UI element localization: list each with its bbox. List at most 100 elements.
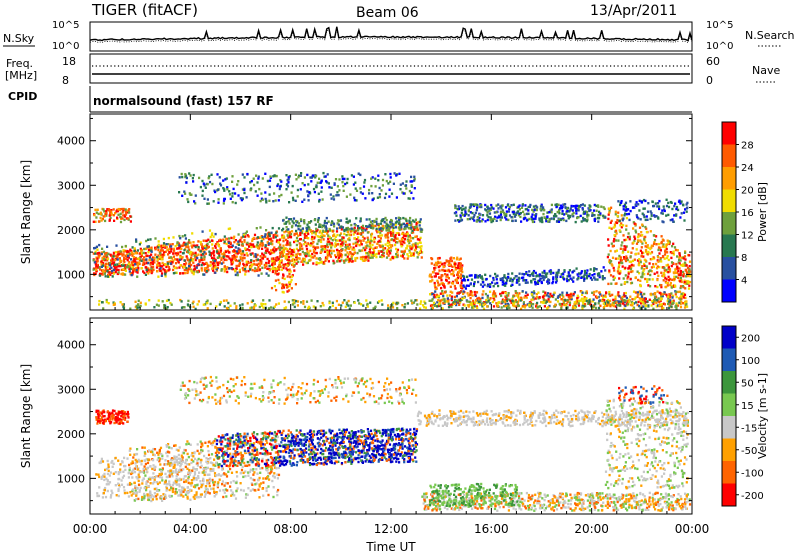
scatter-cell [414, 247, 418, 250]
scatter-cell [197, 248, 200, 251]
scatter-cell [620, 259, 623, 262]
scatter-cell [189, 241, 192, 244]
scatter-cell [501, 283, 504, 286]
scatter-cell [192, 252, 195, 255]
scatter-cell [244, 267, 247, 271]
scatter-cell [371, 198, 374, 201]
scatter-cell [184, 234, 187, 237]
scatter-cell [434, 295, 437, 299]
scatter-cell [667, 201, 670, 205]
scatter-cell [660, 260, 663, 263]
scatter-cell [185, 268, 188, 272]
scatter-cell [670, 264, 673, 268]
scatter-cell [458, 264, 462, 267]
scatter-cell [515, 281, 518, 284]
scatter-cell [474, 301, 477, 304]
scatter-cell [605, 302, 608, 305]
scatter-cell [530, 279, 533, 283]
scatter-cell [178, 234, 181, 238]
scatter-cell [316, 242, 319, 246]
scatter-cell [538, 275, 541, 278]
scatter-cell [434, 266, 437, 269]
scatter-cell [341, 244, 344, 247]
scatter-cell [449, 263, 452, 266]
scatter-cell [490, 203, 493, 207]
scatter-cell [174, 252, 178, 255]
scatter-cell [485, 209, 488, 212]
scatter-cell [101, 270, 104, 273]
scatter-cell [212, 269, 215, 272]
scatter-cell [534, 282, 537, 286]
scatter-cell [563, 303, 566, 307]
scatter-cell [131, 252, 134, 256]
scatter-cell [595, 204, 598, 208]
scatter-cell [285, 174, 288, 177]
scatter-cell [173, 258, 176, 261]
scatter-cell [382, 252, 385, 255]
scatter-cell [415, 221, 418, 225]
scatter-cell [680, 300, 683, 303]
scatter-cell [614, 213, 617, 216]
freq-right-tick-bottom: 0 [706, 74, 713, 87]
scatter-cell [280, 180, 283, 183]
scatter-cell [461, 264, 464, 267]
scatter-cell [457, 219, 460, 222]
scatter-cell [640, 291, 643, 294]
scatter-cell [540, 301, 543, 304]
scatter-cell [240, 236, 243, 239]
scatter-cell [336, 191, 339, 194]
scatter-cell [215, 268, 218, 271]
scatter-cell [160, 244, 163, 247]
scatter-cell [410, 227, 413, 231]
scatter-cell [413, 249, 416, 252]
scatter-cell [377, 222, 380, 226]
scatter-cell [564, 206, 567, 209]
scatter-cell [316, 220, 320, 223]
scatter-cell [103, 272, 106, 275]
scatter-cell [314, 223, 317, 226]
scatter-cell [271, 270, 274, 274]
scatter-cell [656, 259, 659, 262]
scatter-cell [469, 203, 472, 206]
scatter-cell [144, 266, 147, 269]
scatter-cell [290, 230, 294, 233]
scatter-cell [336, 227, 339, 230]
noise-right-tick-bottom: 10^0 [706, 41, 733, 52]
scatter-cell [264, 255, 267, 258]
scatter-cell [394, 223, 397, 227]
scatter-cell [264, 303, 267, 306]
scatter-cell [665, 247, 668, 251]
scatter-cell [297, 225, 300, 228]
scatter-cell [388, 243, 391, 247]
scatter-cell [290, 255, 293, 258]
scatter-cell [241, 256, 245, 259]
scatter-cell [387, 254, 390, 257]
scatter-cell [453, 284, 456, 288]
scatter-cell [176, 243, 179, 246]
scatter-cell [542, 212, 545, 216]
scatter-cell [434, 275, 437, 278]
scatter-cell [249, 265, 252, 269]
scatter-cell [282, 239, 285, 243]
scatter-cell [410, 247, 413, 251]
scatter-cell [105, 214, 108, 217]
scatter-cell [234, 192, 237, 195]
scatter-cell [630, 251, 633, 254]
scatter-cell [511, 301, 514, 304]
scatter-cell [606, 304, 609, 307]
scatter-cell [481, 296, 484, 300]
scatter-cell [671, 207, 674, 211]
scatter-cell [392, 239, 395, 242]
scatter-cell [466, 292, 469, 295]
scatter-cell [666, 255, 669, 258]
scatter-cell [345, 247, 348, 250]
scatter-cell [542, 206, 545, 209]
scatter-cell [552, 277, 555, 280]
scatter-cell [543, 216, 546, 219]
scatter-cell [408, 249, 411, 252]
scatter-cell [375, 217, 378, 221]
scatter-cell [307, 225, 310, 229]
scatter-cell [577, 277, 580, 280]
scatter-cell [293, 299, 296, 302]
scatter-cell [576, 300, 579, 303]
